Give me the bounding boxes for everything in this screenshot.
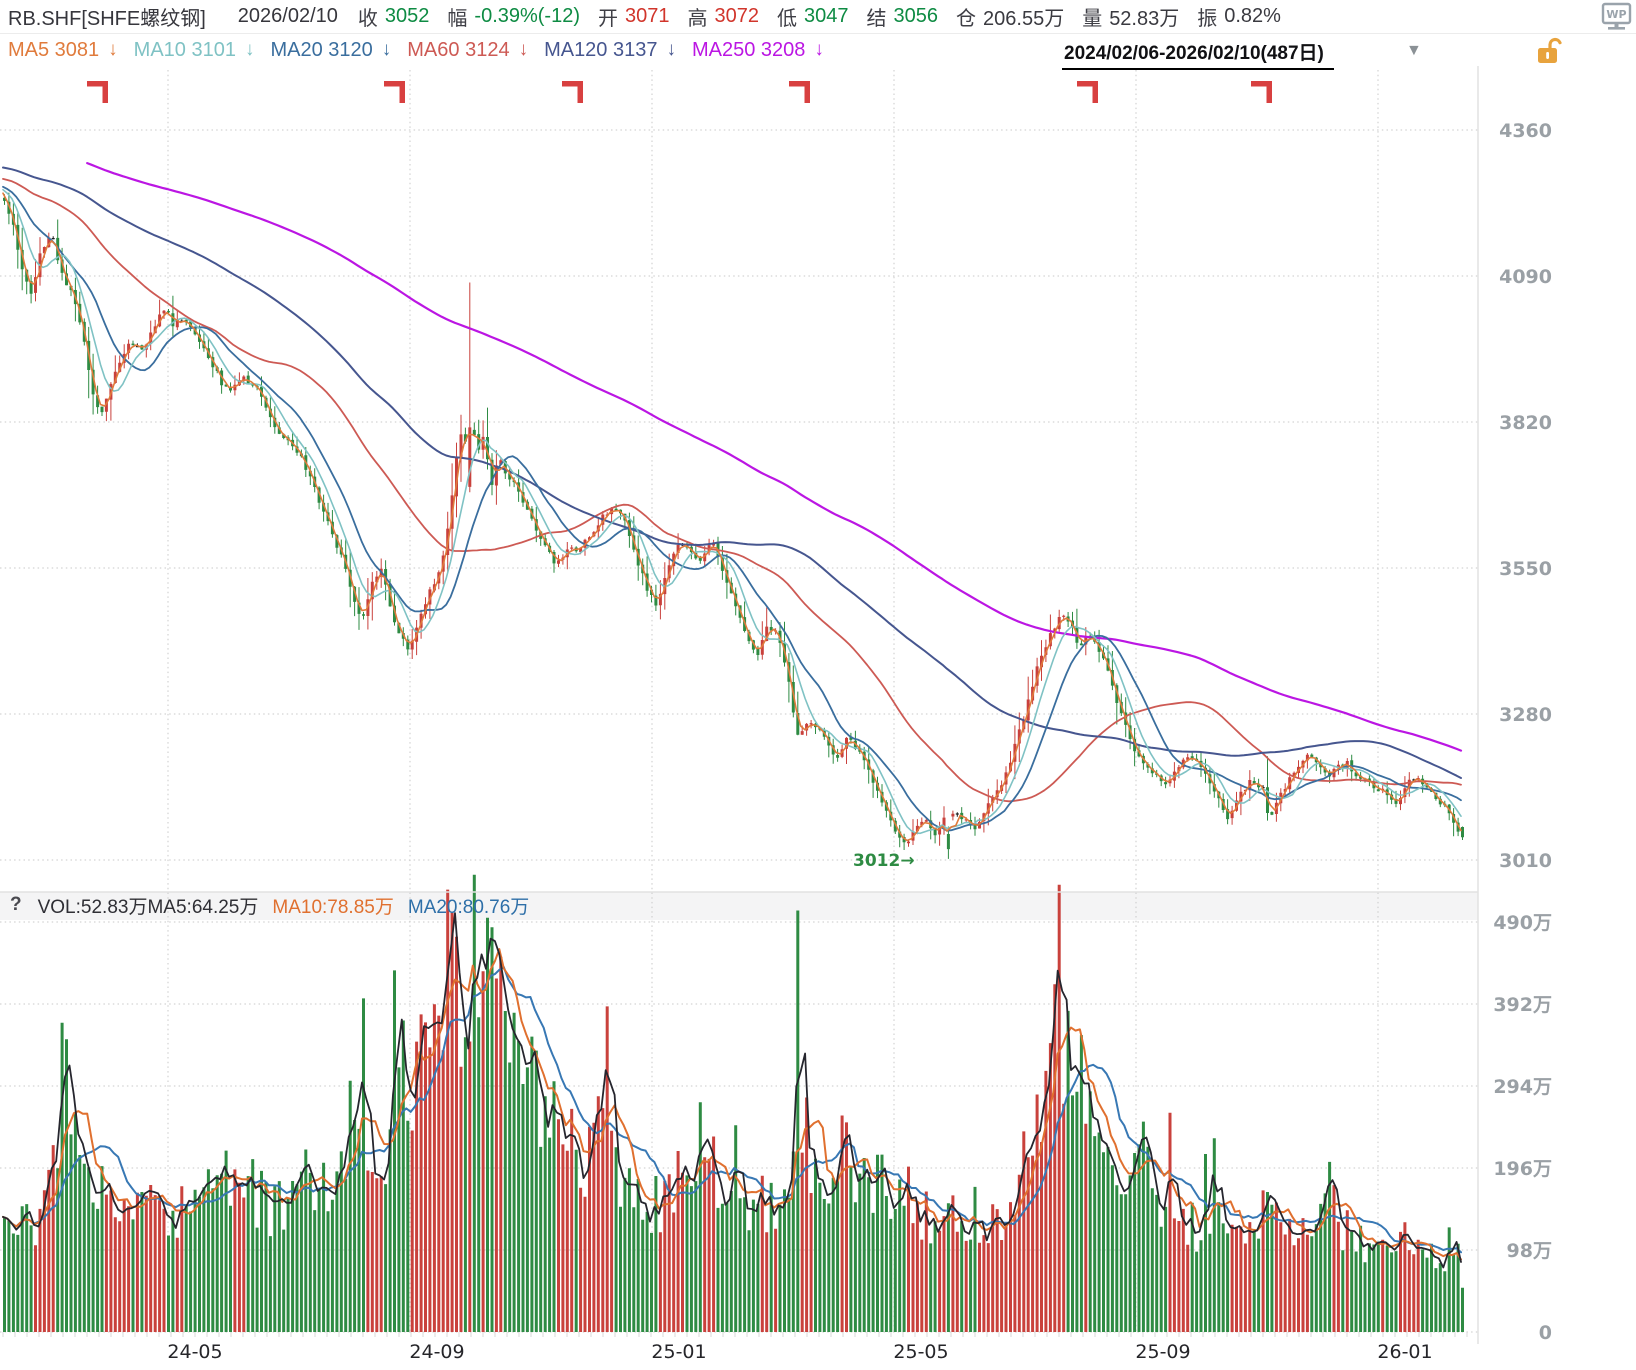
quote-field-value-6: 206.55万 bbox=[983, 8, 1065, 30]
price-axis-label-2: 3820 bbox=[1499, 412, 1552, 434]
candle-wicks-up bbox=[35, 232, 1419, 847]
price-ma60-line bbox=[2, 178, 1462, 803]
lock-open-icon[interactable] bbox=[1536, 36, 1566, 68]
ma-legend-item-ma60: MA60 3124 bbox=[407, 38, 510, 61]
lock-open-glyph bbox=[1538, 37, 1562, 63]
ma-legend-row: MA5 3081 ↓ MA10 3101 ↓ MA20 3120 ↓ MA60 3124 ↓ M… bbox=[0, 34, 1636, 70]
price-ma20-line bbox=[2, 185, 1462, 832]
ma-legend-item-ma20: MA20 3120 bbox=[270, 38, 373, 61]
quote-field-label-8: 振 bbox=[1197, 8, 1218, 30]
date-range-label[interactable]: 2024/02/06-2026/02/10(487日) bbox=[1062, 38, 1334, 70]
quote-field-label-3: 高 bbox=[687, 8, 708, 30]
price-axis-label-1: 4090 bbox=[1499, 266, 1552, 288]
rollover-marker-2 bbox=[577, 81, 583, 103]
x-axis-label-3: 25-05 bbox=[893, 1341, 948, 1363]
x-axis-label-0: 24-05 bbox=[167, 1341, 222, 1363]
vol-ma10-label: MA10:78.85万 bbox=[272, 896, 394, 918]
ma-legend-item-ma120: MA120 3137 bbox=[544, 38, 658, 61]
ma-trend-arrow-ma10: ↓ bbox=[244, 39, 255, 60]
volume-axis-label-0: 490万 bbox=[1493, 912, 1552, 934]
quote-field-value-3: 3072 bbox=[714, 5, 760, 27]
ma-legend-item-ma250: MA250 3208 bbox=[691, 38, 806, 61]
chevron-down-icon[interactable]: ▼ bbox=[1406, 42, 1422, 59]
quote-field-value-0: 3052 bbox=[384, 5, 430, 27]
ma-trend-arrow-ma20: ↓ bbox=[381, 39, 392, 60]
symbol-title[interactable]: RB.SHF[SHFE螺纹钢] bbox=[8, 8, 206, 30]
wp-monitor-glyph: WP bbox=[1601, 2, 1632, 30]
price-ma10-line bbox=[2, 188, 1462, 835]
ma-legend-item-ma10: MA10 3101 bbox=[133, 38, 236, 61]
price-ma5-line bbox=[2, 192, 1462, 842]
volume-bars-down bbox=[3, 874, 1464, 1332]
quote-field-label-1: 幅 bbox=[447, 8, 468, 30]
price-axis-label-4: 3280 bbox=[1499, 704, 1552, 726]
wp-monitor-icon[interactable]: WP bbox=[1601, 2, 1633, 32]
price-ma250-line bbox=[86, 162, 1463, 752]
x-axis-label-1: 24-09 bbox=[409, 1341, 464, 1363]
ma-trend-arrow-ma60: ↓ bbox=[518, 39, 529, 60]
date-range-control[interactable]: 2024/02/06-2026/02/10(487日) bbox=[1062, 38, 1334, 70]
price-axis-label-3: 3550 bbox=[1499, 558, 1552, 580]
volume-legend-strip bbox=[0, 892, 1478, 920]
volume-ma10-line bbox=[2, 948, 1462, 1261]
x-axis-label-5: 26-01 bbox=[1377, 1341, 1432, 1363]
quote-fields: 收 3052 幅 -0.39%(-12) 开 3071 高 3072 低 3047 结 3056 仓 20… bbox=[358, 2, 1299, 31]
quote-field-label-7: 量 bbox=[1082, 8, 1103, 30]
ma-trend-arrow-ma5: ↓ bbox=[108, 39, 118, 60]
rollover-marker-4 bbox=[1092, 81, 1098, 103]
volume-axis-label-4: 98万 bbox=[1507, 1240, 1552, 1262]
x-axis-label-4: 25-09 bbox=[1135, 1341, 1190, 1363]
rollover-marker-1 bbox=[399, 81, 405, 103]
price-axis-label-5: 3010 bbox=[1499, 850, 1552, 872]
rollover-marker-5 bbox=[1251, 81, 1272, 87]
quote-field-label-6: 仓 bbox=[956, 8, 977, 30]
volume-axis-label-1: 392万 bbox=[1493, 994, 1552, 1016]
volume-ma5-line bbox=[2, 912, 1462, 1269]
volume-legend-row: ? VOL:52.83万 MA5:64.25万 MA10:78.85万 MA20… bbox=[10, 891, 529, 919]
rollover-marker-0 bbox=[87, 81, 108, 87]
candle-bodies-flat bbox=[51, 238, 1416, 815]
quote-header-row: RB.SHF[SHFE螺纹钢] 2026/02/10 收 3052 幅 -0.39%(… bbox=[0, 0, 1636, 34]
quote-field-value-7: 52.83万 bbox=[1109, 8, 1180, 30]
volume-bars-up bbox=[34, 884, 1420, 1332]
ma-trend-arrow-ma250: ↓ bbox=[814, 39, 824, 60]
rollover-marker-1 bbox=[384, 81, 405, 87]
quote-field-label-0: 收 bbox=[357, 8, 378, 30]
price-ma120-line bbox=[2, 166, 1462, 779]
rollover-marker-4 bbox=[1077, 81, 1098, 87]
quote-date: 2026/02/10 bbox=[237, 5, 338, 27]
rollover-marker-3 bbox=[804, 81, 810, 103]
candle-wicks-down bbox=[4, 192, 1463, 859]
svg-text:WP: WP bbox=[1606, 8, 1626, 21]
quote-field-label-2: 开 bbox=[598, 8, 619, 30]
quote-field-label-5: 结 bbox=[866, 8, 887, 30]
quote-field-value-1: -0.39%(-12) bbox=[474, 5, 581, 27]
price-axis-label-0: 4360 bbox=[1499, 120, 1552, 142]
period-low-annotation: 3012→ bbox=[853, 851, 915, 871]
volume-axis-label-5: 0 bbox=[1539, 1322, 1552, 1344]
rollover-marker-5 bbox=[1266, 81, 1272, 103]
x-axis-label-2: 25-01 bbox=[651, 1341, 706, 1363]
quote-field-value-5: 3056 bbox=[893, 5, 939, 27]
help-icon[interactable]: ? bbox=[10, 894, 22, 915]
quote-field-value-4: 3047 bbox=[804, 5, 849, 27]
quote-field-value-8: 0.82% bbox=[1224, 5, 1281, 27]
quote-field-label-4: 低 bbox=[777, 8, 798, 30]
vol-ma5-label: MA5:64.25万 bbox=[147, 896, 259, 918]
ma-trend-arrow-ma120: ↓ bbox=[666, 39, 676, 60]
volume-axis-label-2: 294万 bbox=[1493, 1076, 1552, 1098]
candle-wicks-flat bbox=[52, 236, 1415, 817]
ma-legend-item-ma5: MA5 3081 bbox=[8, 38, 100, 61]
candle-bodies-down bbox=[3, 197, 1464, 850]
quote-field-value-2: 3071 bbox=[625, 5, 670, 27]
rollover-marker-2 bbox=[562, 81, 583, 87]
rollover-marker-0 bbox=[102, 81, 108, 103]
ma-legend: MA5 3081 ↓ MA10 3101 ↓ MA20 3120 ↓ MA60 3124 ↓ M… bbox=[8, 39, 840, 62]
rollover-marker-3 bbox=[789, 81, 810, 87]
vol-value-label: VOL:52.83万 bbox=[37, 896, 148, 918]
volume-axis-label-3: 196万 bbox=[1493, 1158, 1552, 1180]
vol-ma20-label: MA20:80.76万 bbox=[407, 896, 530, 918]
